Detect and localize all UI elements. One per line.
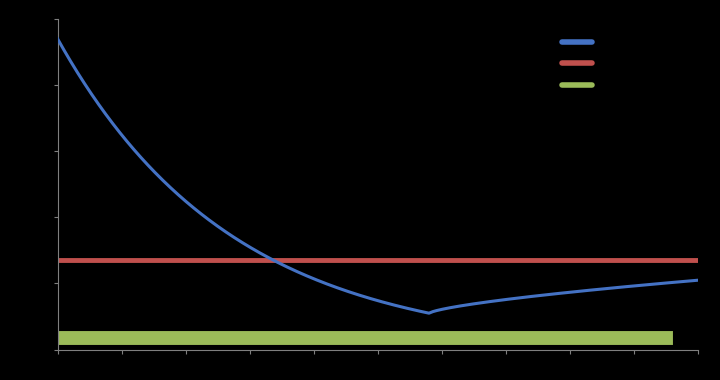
Legend: , , : , , [562, 36, 592, 93]
